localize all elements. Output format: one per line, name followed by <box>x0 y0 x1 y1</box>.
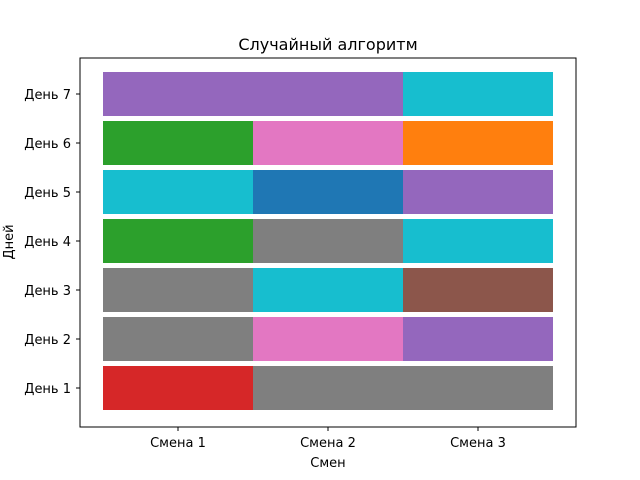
bar-segment-day3-seg1 <box>103 268 253 312</box>
x-axis-ticks: Смена 1 Смена 2 Смена 3 <box>150 427 506 451</box>
bar-segment-day5-seg1 <box>103 170 253 214</box>
y-tick-label: День 2 <box>24 333 71 348</box>
bar-segment-day5-seg3 <box>403 170 553 214</box>
bars-group <box>103 72 553 410</box>
y-tick-label: День 4 <box>24 235 71 250</box>
x-tick-label: Смена 1 <box>150 436 206 451</box>
bar-segment-day6-seg2 <box>253 121 403 165</box>
chart-title: Случайный алгоритм <box>238 35 417 54</box>
y-tick-label: День 1 <box>24 382 71 397</box>
x-tick-label: Смена 3 <box>450 436 506 451</box>
bar-segment-day6-seg3 <box>403 121 553 165</box>
bar-segment-day7-seg1 <box>103 72 403 116</box>
y-tick-label: День 3 <box>24 284 71 299</box>
bar-segment-day2-seg1 <box>103 317 253 361</box>
bar-segment-day5-seg2 <box>253 170 403 214</box>
bar-segment-day1-seg2 <box>253 366 553 410</box>
bar-segment-day1-seg1 <box>103 366 253 410</box>
y-tick-label: День 7 <box>24 88 71 103</box>
bar-segment-day3-seg2 <box>253 268 403 312</box>
y-tick-label: День 6 <box>24 137 71 152</box>
bar-segment-day2-seg3 <box>403 317 553 361</box>
x-axis-label: Смен <box>310 456 345 471</box>
bar-segment-day4-seg1 <box>103 219 253 263</box>
y-axis-ticks: День 1 День 2 День 3 День 4 День 5 День 6 День… <box>24 88 80 397</box>
bar-segment-day7-seg2 <box>403 72 553 116</box>
y-axis-label: Дней <box>2 224 17 259</box>
bar-segment-day6-seg1 <box>103 121 253 165</box>
bar-segment-day4-seg2 <box>253 219 403 263</box>
y-tick-label: День 5 <box>24 186 71 201</box>
bar-segment-day2-seg2 <box>253 317 403 361</box>
bar-segment-day4-seg3 <box>403 219 553 263</box>
bar-segment-day3-seg3 <box>403 268 553 312</box>
x-tick-label: Смена 2 <box>300 436 356 451</box>
